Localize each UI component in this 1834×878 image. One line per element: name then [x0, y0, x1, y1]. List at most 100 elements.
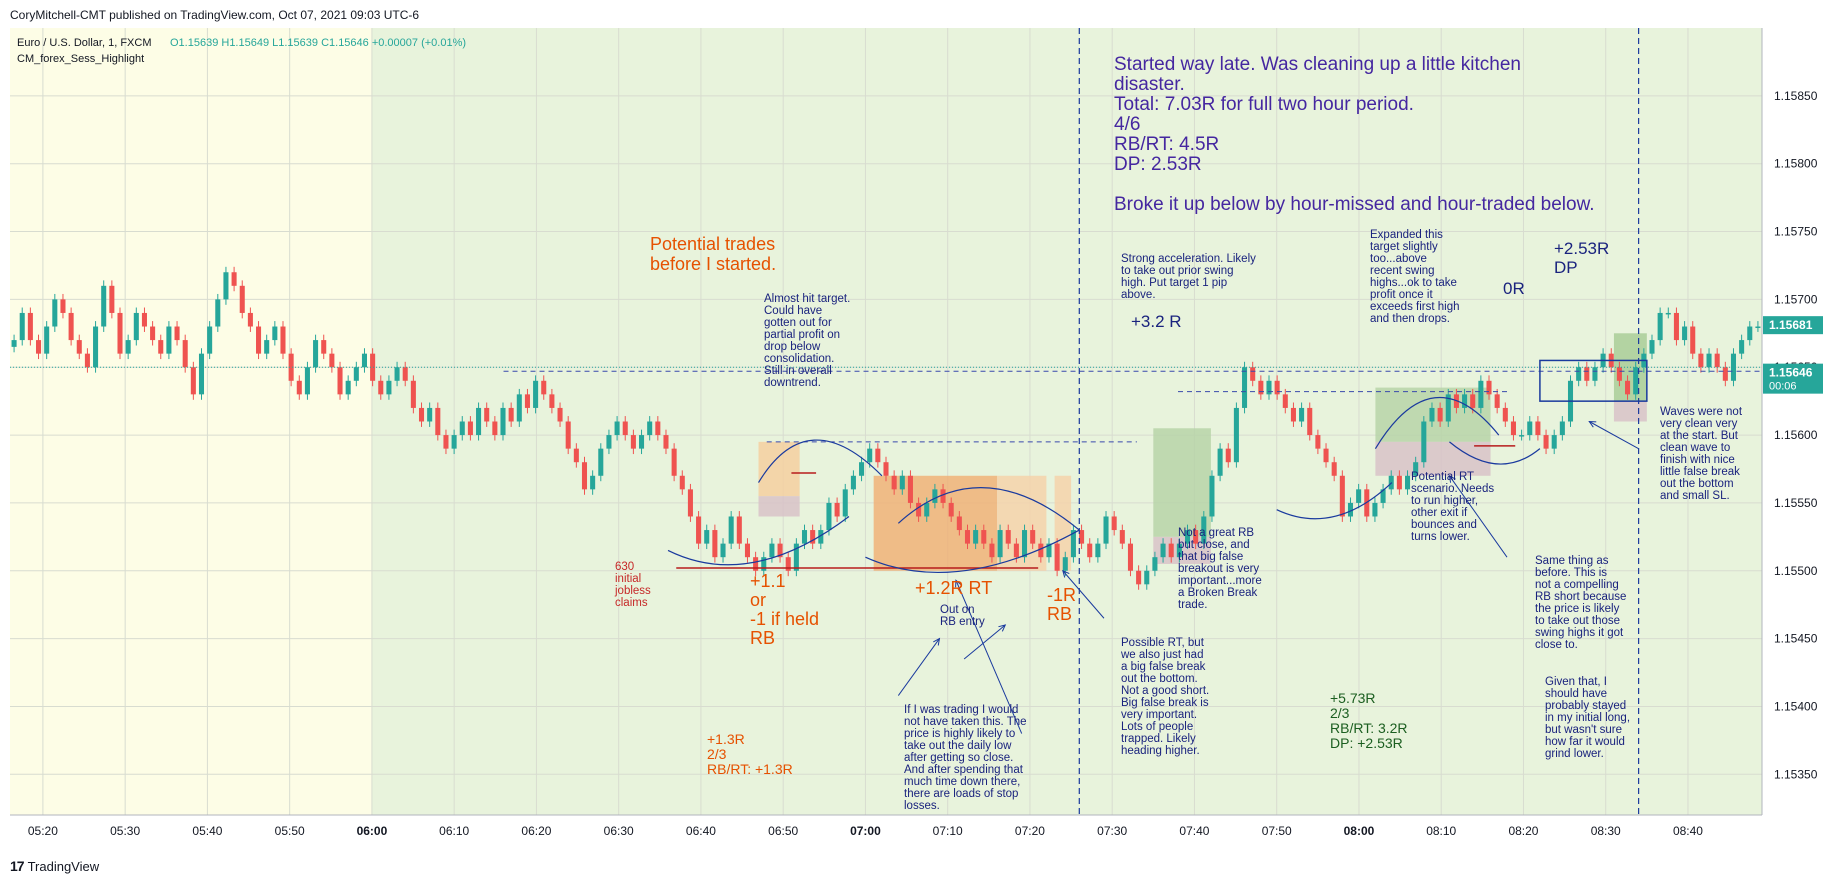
candle [1331, 462, 1337, 476]
candle [1527, 421, 1533, 436]
annotation-arrow [963, 624, 1006, 660]
candle [239, 285, 245, 313]
y-tick-label: 1.15800 [1774, 157, 1818, 171]
candle [68, 312, 74, 341]
wave-arc [667, 516, 850, 566]
candle [166, 326, 172, 354]
x-tick-label: 07:20 [1015, 824, 1045, 838]
annotation-arrowhead [955, 579, 962, 588]
candle [19, 312, 25, 341]
candle [1510, 421, 1516, 436]
candle [427, 407, 433, 422]
candle [1258, 380, 1264, 395]
candle [1673, 312, 1679, 341]
candle [810, 530, 816, 544]
candle [150, 326, 156, 341]
candle [508, 407, 514, 422]
candle [1127, 543, 1133, 571]
price-badge-label: 1.15646 [1769, 366, 1813, 380]
candle [1217, 448, 1223, 476]
candle [1079, 530, 1085, 544]
annotation-arrowhead [1448, 474, 1456, 483]
candle [736, 516, 742, 544]
candle [1136, 570, 1142, 585]
candle [516, 394, 522, 422]
candle [459, 421, 465, 436]
candle [1592, 367, 1598, 381]
candle [916, 502, 922, 517]
waves-note: Waves were not very clean very at the star… [1660, 406, 1743, 502]
x-tick-label: 05:30 [110, 824, 140, 838]
candle [720, 543, 726, 558]
candle [329, 353, 335, 368]
annotation-arrowhead [1588, 420, 1597, 428]
x-tick-label: 07:50 [1262, 824, 1292, 838]
candle [1087, 543, 1093, 558]
candle [1111, 516, 1117, 531]
indicator-name: CM_forex_Sess_Highlight [17, 53, 144, 65]
candle [117, 312, 123, 354]
candle [476, 407, 482, 436]
candle [223, 272, 229, 300]
strong-acceleration-note: Strong acceleration. Likely to take out p… [1121, 253, 1256, 301]
candle [614, 421, 620, 436]
candle [198, 353, 205, 395]
wave-arc [1449, 441, 1541, 465]
candle [1380, 489, 1386, 503]
annotation-arrowhead [1062, 569, 1070, 578]
tradingview-brand: TradingView [27, 858, 100, 874]
candle [1095, 543, 1101, 558]
candle [948, 502, 954, 517]
candle [296, 380, 302, 395]
candle [1119, 530, 1125, 544]
candle [93, 326, 99, 368]
potential-trades-note: Potential trades before I started. [650, 234, 776, 274]
y-tick-label: 1.15350 [1774, 767, 1818, 781]
candle [826, 502, 832, 531]
candle [1535, 421, 1541, 436]
candle [215, 299, 221, 327]
x-tick-label: 05:50 [275, 824, 305, 838]
result-plus-3-2: +3.2 R [1131, 312, 1182, 331]
candle [687, 489, 693, 517]
candle [524, 394, 530, 408]
candle [1404, 475, 1411, 490]
annotation-arrowhead [998, 624, 1007, 632]
price-badge-label: 1.15681 [1769, 318, 1813, 332]
jobless-claims-note: 630 initial jobless claims [614, 561, 651, 609]
candle [1698, 353, 1704, 368]
candle [1755, 326, 1761, 329]
candle [541, 380, 547, 395]
candle [598, 448, 604, 476]
candle [1013, 543, 1019, 558]
candle [1478, 380, 1484, 408]
candle [52, 299, 58, 327]
candle [1030, 530, 1036, 544]
result-minus-1r: -1R RB [1047, 585, 1076, 624]
candle [859, 462, 865, 476]
result-plus-1-2: +1.2R RT [915, 578, 992, 598]
candle [793, 543, 799, 571]
candle [1339, 475, 1345, 517]
candle [1714, 353, 1720, 368]
candle [1299, 407, 1305, 422]
candle [125, 340, 131, 354]
footer: 17 TradingView [0, 852, 1834, 878]
candle [744, 543, 750, 558]
candle [997, 530, 1003, 558]
candle [84, 353, 90, 368]
candle [964, 530, 971, 544]
candle [467, 421, 473, 436]
tradingview-logo[interactable]: 17 TradingView [10, 858, 99, 874]
result-zero-r: 0R [1503, 279, 1525, 298]
candle [1209, 475, 1215, 517]
candle [1347, 502, 1354, 517]
candle [973, 530, 979, 544]
candle [60, 299, 66, 313]
candle [1356, 489, 1362, 503]
candle [557, 407, 563, 422]
potential-rt-note: Potential RT scenario. Needs to run higher… [1411, 471, 1494, 543]
candle [663, 435, 669, 449]
candle [44, 326, 50, 354]
